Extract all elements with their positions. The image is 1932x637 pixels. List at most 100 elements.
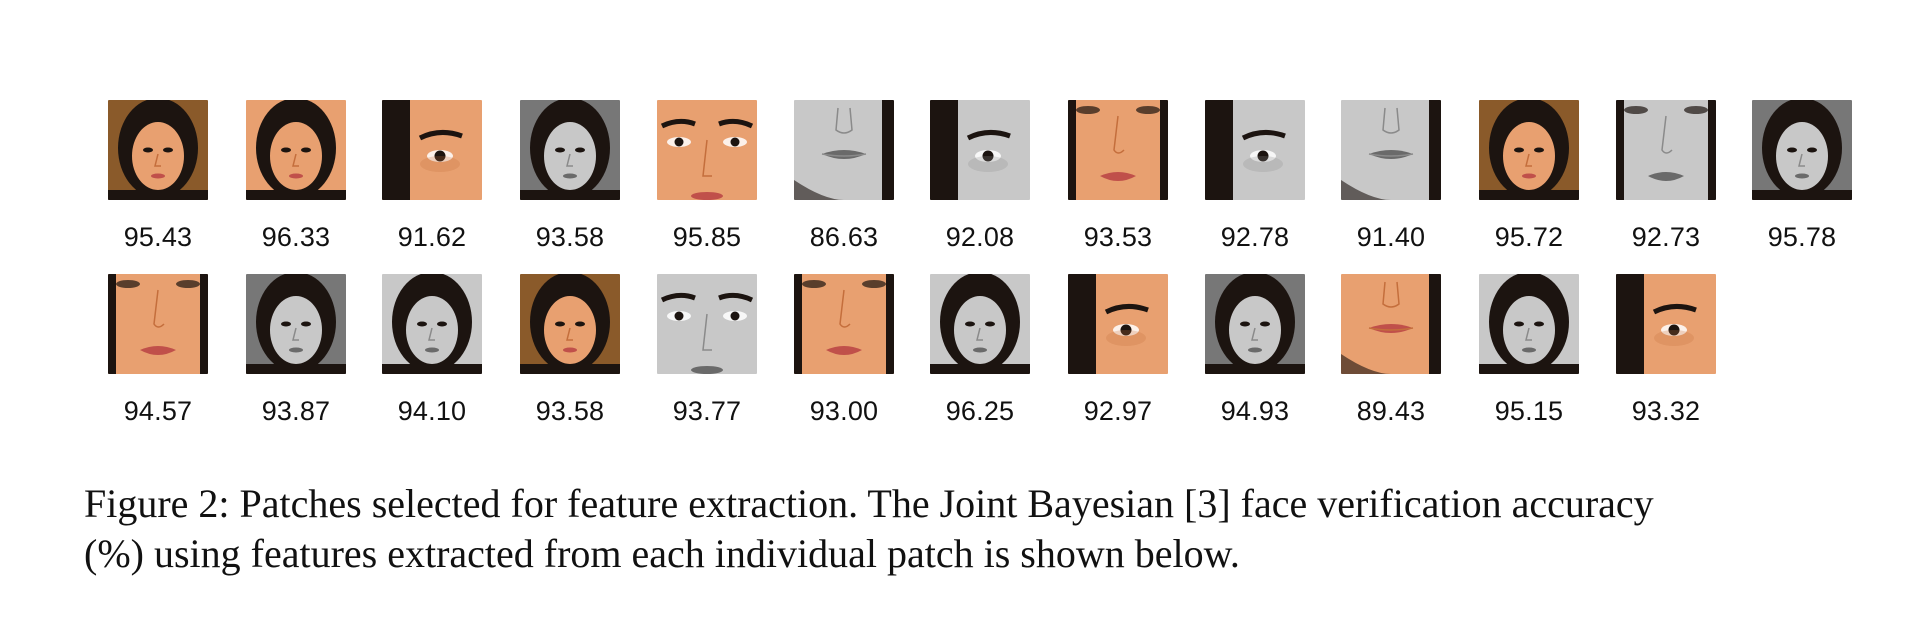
patch-accuracy: 93.87 [261,396,331,426]
patch-accuracy: 95.72 [1494,222,1564,252]
patch-accuracy: 96.33 [261,222,331,252]
face-patch-drawing [1205,274,1305,374]
face-patch-drawing [1341,274,1441,374]
face-patch-drawing [657,100,757,200]
patch: 96.33 [246,100,346,252]
patch-accuracy: 93.53 [1083,222,1153,252]
patch: 94.93 [1205,274,1305,426]
patch-accuracy: 96.25 [945,396,1015,426]
face-patch-drawing [246,274,346,374]
patch: 93.53 [1068,100,1168,252]
patch-image [657,100,757,200]
face-patch-drawing [520,100,620,200]
patch: 95.72 [1479,100,1579,252]
patch-image [520,100,620,200]
face-patch-drawing [794,274,894,374]
patch-image [108,100,208,200]
caption-line-1: Figure 2: Patches selected for feature e… [84,481,1654,526]
patch: 92.73 [1616,100,1716,252]
patch-accuracy: 95.85 [672,222,742,252]
patch: 91.40 [1341,100,1441,252]
face-patch-drawing [108,274,208,374]
patch-image [520,274,620,374]
face-patch-drawing [108,100,208,200]
patch-accuracy: 94.93 [1220,396,1290,426]
patch: 94.57 [108,274,208,426]
face-patch-drawing [1068,100,1168,200]
face-patch-drawing [1752,100,1852,200]
patch-image [1205,274,1305,374]
patch-row-2: 94.57 93.87 94.10 93.58 93.77 93.00 96.25 92.97… [0,274,1932,426]
patch-image [1341,100,1441,200]
face-patch-drawing [382,100,482,200]
patch-image [1479,274,1579,374]
face-patch-drawing [1616,100,1716,200]
patch-accuracy: 91.62 [397,222,467,252]
patch: 89.43 [1341,274,1441,426]
patch-image [382,274,482,374]
patch-image [246,274,346,374]
patch-accuracy: 93.58 [535,396,605,426]
face-patch-drawing [794,100,894,200]
patch-accuracy: 95.15 [1494,396,1564,426]
patch-accuracy: 92.78 [1220,222,1290,252]
caption-line-2: (%) using features extracted from each i… [84,531,1240,576]
patch-image [1616,100,1716,200]
patch-image [1068,274,1168,374]
patch-row-1: 95.43 96.33 91.62 93.58 95.85 86.63 92.08 93.53… [0,100,1932,252]
patch-image [657,274,757,374]
patch: 96.25 [930,274,1030,426]
patch-accuracy: 92.97 [1083,396,1153,426]
face-patch-drawing [1616,274,1716,374]
patch: 92.08 [930,100,1030,252]
patch-image [108,274,208,374]
patch-accuracy: 95.78 [1767,222,1837,252]
face-patch-drawing [1068,274,1168,374]
patch-image [930,274,1030,374]
patch-accuracy: 93.77 [672,396,742,426]
patch: 92.78 [1205,100,1305,252]
face-patch-drawing [930,274,1030,374]
patch: 86.63 [794,100,894,252]
patch: 93.87 [246,274,346,426]
patch-image [382,100,482,200]
patch-image [1205,100,1305,200]
patch-image [1068,100,1168,200]
face-patch-drawing [930,100,1030,200]
face-patch-drawing [1205,100,1305,200]
patch: 93.32 [1616,274,1716,426]
patch: 94.10 [382,274,482,426]
patch-accuracy: 94.10 [397,396,467,426]
patch: 95.15 [1479,274,1579,426]
patch: 93.00 [794,274,894,426]
face-patch-drawing [246,100,346,200]
patch-accuracy: 93.00 [809,396,879,426]
patch-image [794,100,894,200]
patch: 91.62 [382,100,482,252]
face-patch-drawing [1479,274,1579,374]
patch-accuracy: 93.32 [1631,396,1701,426]
patch: 95.43 [108,100,208,252]
patch-image [1752,100,1852,200]
patch-image [246,100,346,200]
figure-caption: Figure 2: Patches selected for feature e… [84,479,1864,579]
patch: 95.85 [657,100,757,252]
patch-accuracy: 86.63 [809,222,879,252]
patch: 95.78 [1752,100,1852,252]
patch-accuracy: 89.43 [1356,396,1426,426]
patch-accuracy: 92.08 [945,222,1015,252]
patch: 93.58 [520,274,620,426]
patch-image [794,274,894,374]
face-patch-drawing [1341,100,1441,200]
face-patch-drawing [520,274,620,374]
patch: 93.58 [520,100,620,252]
patch-accuracy: 91.40 [1356,222,1426,252]
patch-accuracy: 94.57 [123,396,193,426]
patch: 92.97 [1068,274,1168,426]
patch-image [1341,274,1441,374]
face-patch-drawing [1479,100,1579,200]
patch-accuracy: 95.43 [123,222,193,252]
patch-image [1479,100,1579,200]
patch-accuracy: 93.58 [535,222,605,252]
